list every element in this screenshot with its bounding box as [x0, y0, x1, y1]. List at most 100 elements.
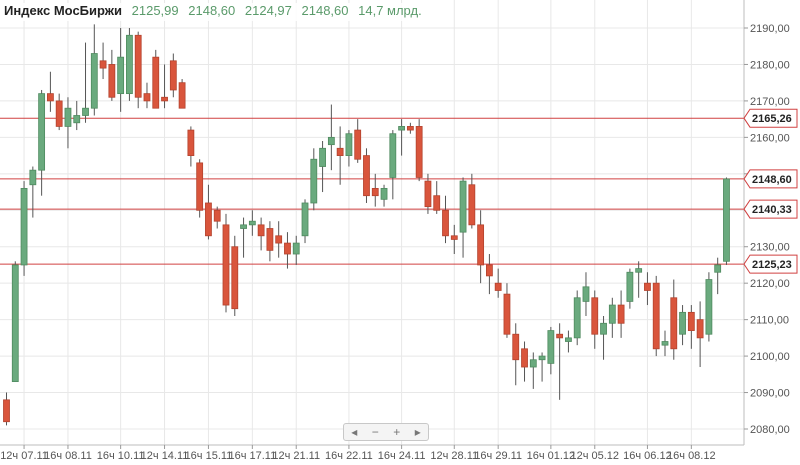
candle [161, 64, 168, 109]
candle [108, 49, 116, 101]
candle-body [292, 242, 300, 255]
chart-navigator: ◂ − + ▸ [343, 423, 429, 441]
candle-body [573, 297, 581, 339]
candle-body [310, 158, 318, 204]
candle [389, 130, 397, 200]
zoom-in-button[interactable]: + [393, 425, 401, 439]
candle [380, 184, 388, 207]
candle [354, 119, 362, 163]
candle-body [169, 60, 177, 91]
candle-body [29, 169, 37, 186]
candle-body [714, 264, 722, 273]
candle-body [213, 209, 221, 222]
candle [196, 159, 204, 218]
candle-body [266, 228, 274, 251]
candle-body [47, 93, 54, 102]
candle [442, 195, 449, 244]
y-tick-label: 2160,00 [750, 132, 790, 144]
x-tick-label: 12ч 21.11 [272, 450, 320, 462]
x-tick-label: 16ч 15.11 [185, 450, 233, 462]
candle-body [398, 126, 406, 131]
candle [292, 235, 300, 265]
y-tick-label: 2190,00 [750, 23, 790, 35]
candle [187, 126, 195, 167]
candle-body [55, 100, 63, 127]
candle [284, 232, 291, 269]
candle [556, 323, 564, 400]
y-tick-label: 2110,00 [750, 315, 789, 327]
candle-body [363, 155, 370, 197]
candle-body [608, 304, 616, 324]
candle [529, 352, 537, 389]
candle-body [90, 53, 98, 109]
candle-body [687, 311, 695, 331]
candle [415, 119, 423, 182]
candle [573, 290, 581, 346]
candle [99, 42, 107, 80]
candle-body [512, 333, 520, 361]
candle-body [82, 107, 89, 116]
candle-body [11, 264, 19, 383]
candle [248, 210, 256, 236]
candle [547, 326, 555, 375]
candle-body [433, 195, 441, 211]
candle-body [152, 56, 160, 109]
candle-body [99, 60, 107, 69]
candle-body [565, 337, 572, 342]
level-labels: 2165,26 2148,60 2140,33 2125,23 [743, 108, 798, 274]
candle [608, 297, 616, 338]
candle [126, 28, 133, 101]
candle [134, 31, 142, 109]
scroll-right-button[interactable]: ▸ [414, 425, 421, 439]
candle-body [547, 330, 555, 364]
candle [231, 235, 239, 316]
level-label-box [743, 254, 798, 274]
candle-body [205, 202, 212, 237]
candle [152, 49, 160, 109]
candle-body [442, 209, 449, 237]
level-label-text: 2165,26 [752, 113, 792, 125]
y-tick-label: 2120,00 [750, 278, 790, 290]
level-lines [0, 117, 744, 265]
candle [117, 28, 125, 112]
candle-body [248, 220, 256, 226]
candle [512, 323, 520, 386]
scroll-left-button[interactable]: ◂ [351, 425, 358, 439]
candle-body [521, 348, 528, 368]
candle [178, 79, 186, 109]
level-label-text: 2148,60 [752, 174, 792, 186]
candle-body [354, 129, 362, 160]
candle-body [284, 242, 291, 255]
candle [670, 279, 678, 360]
candle [371, 173, 379, 207]
candle [90, 24, 98, 116]
x-tick-label: 16ч 10.11 [97, 450, 145, 462]
zoom-out-button[interactable]: − [371, 425, 379, 439]
candle [652, 275, 660, 357]
candle [450, 224, 458, 255]
candle-body [705, 279, 713, 335]
candle [503, 283, 511, 338]
candle-body [38, 93, 46, 171]
candle-body [161, 96, 168, 102]
candle-body [424, 180, 432, 208]
x-tick-label: 16ч 08.11 [44, 450, 92, 462]
candle-body [556, 333, 564, 339]
candle-body [406, 126, 414, 131]
candle [336, 126, 344, 185]
candle-body [415, 126, 423, 178]
candle [477, 210, 485, 284]
candle [3, 392, 10, 426]
candle [696, 301, 704, 368]
y-tick-label: 2130,00 [750, 242, 790, 254]
candle [406, 122, 414, 134]
candle [617, 290, 625, 338]
candle-body [538, 355, 546, 361]
candle-body [696, 319, 704, 339]
candle-body [126, 34, 133, 95]
candle-body [336, 147, 344, 156]
candle-body [529, 359, 537, 368]
candle [459, 177, 467, 258]
